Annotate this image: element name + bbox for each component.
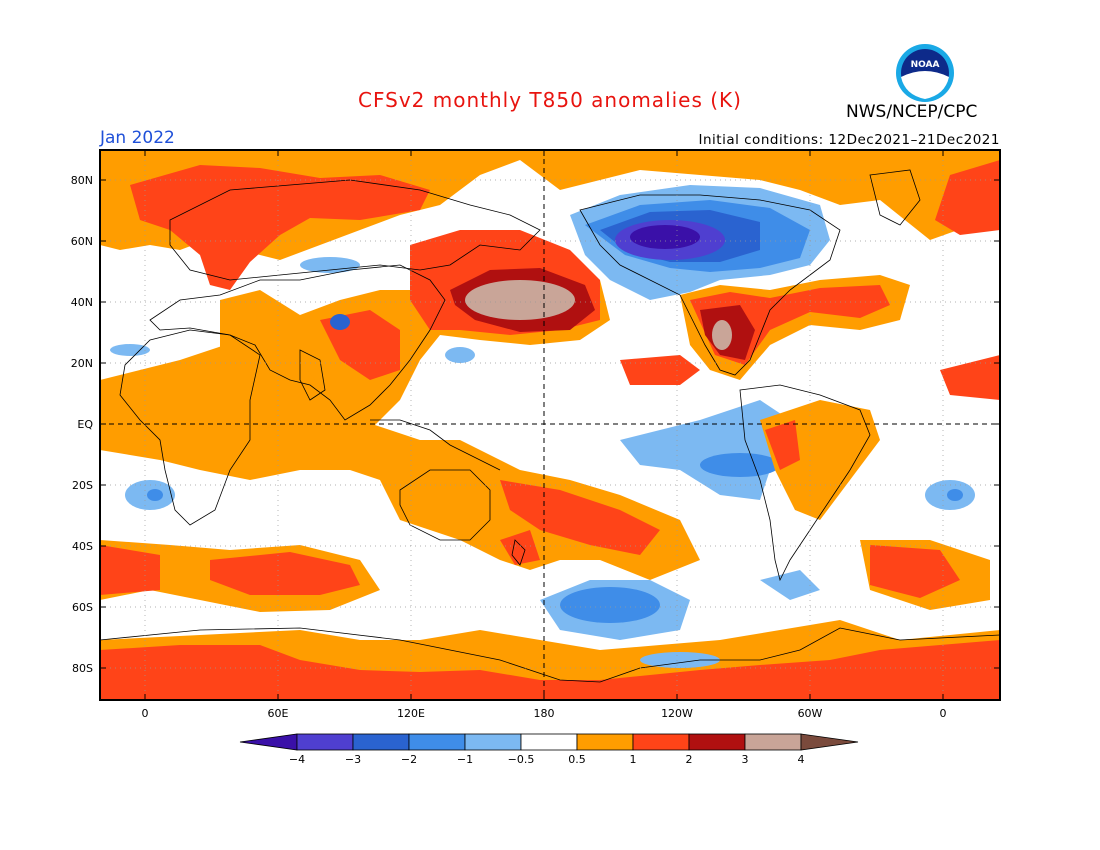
y-tick-label: 80N xyxy=(71,174,93,187)
x-tick-label: 120W xyxy=(661,707,693,720)
colorbar-label: 4 xyxy=(798,753,805,766)
map-title: CFSv2 monthly T850 anomalies (K) xyxy=(358,88,742,112)
coastlines xyxy=(100,169,1000,683)
y-tick-label: 40N xyxy=(71,296,93,309)
x-tick-label: 180 xyxy=(534,707,555,720)
noaa-logo-icon: NOAA xyxy=(896,44,954,102)
colorbar-segment xyxy=(576,733,634,751)
colorbar-segment xyxy=(464,733,522,751)
colorbar-label: 0.5 xyxy=(568,753,586,766)
map-frame xyxy=(99,149,1001,701)
colorbar-label: 3 xyxy=(742,753,749,766)
colorbar-label: 2 xyxy=(686,753,693,766)
organization-label: NWS/NCEP/CPC xyxy=(846,102,978,122)
x-tick-label: 0 xyxy=(940,707,947,720)
y-tick-label: 40S xyxy=(72,540,93,553)
colorbar-segment xyxy=(408,733,466,751)
anomaly-field xyxy=(100,150,1000,700)
colorbar-label: −2 xyxy=(401,753,417,766)
colorbar-segment xyxy=(800,733,859,751)
x-tick-label: 60E xyxy=(268,707,289,720)
colorbar-segment xyxy=(239,733,298,751)
colorbar-legend: −4 −3 −2 −1 −0.5 0.5 1 2 3 4 xyxy=(239,733,859,766)
y-tick-label: 80S xyxy=(72,662,93,675)
colorbar-label: −3 xyxy=(345,753,361,766)
colorbar-segment xyxy=(520,733,578,751)
colorbar-label: −4 xyxy=(289,753,305,766)
colorbar-segment xyxy=(632,733,690,751)
x-tick-label: 120E xyxy=(397,707,425,720)
x-tick-label: 60W xyxy=(798,707,823,720)
y-tick-label: 20S xyxy=(72,479,93,492)
colorbar-segment xyxy=(352,733,410,751)
y-tick-label: 60N xyxy=(71,235,93,248)
y-tick-label: EQ xyxy=(77,418,93,431)
x-axis: 0 60E 120E 180 120W 60W 0 xyxy=(142,150,947,720)
colorbar-label: −0.5 xyxy=(508,753,535,766)
logo-text: NOAA xyxy=(911,60,940,70)
initial-conditions: Initial conditions: 12Dec2021–21Dec2021 xyxy=(698,132,1000,148)
colorbar-segment xyxy=(688,733,746,751)
gridlines xyxy=(100,150,1000,700)
y-axis: 80N 60N 40N 20N EQ 20S 40S 60S 80S xyxy=(71,174,1000,675)
colorbar-segment xyxy=(744,733,802,751)
x-tick-label: 0 xyxy=(142,707,149,720)
colorbar-label: −1 xyxy=(457,753,473,766)
forecast-month: Jan 2022 xyxy=(100,128,175,148)
colorbar-label: 1 xyxy=(630,753,637,766)
y-tick-label: 60S xyxy=(72,601,93,614)
colorbar-segment xyxy=(296,733,354,751)
y-tick-label: 20N xyxy=(71,357,93,370)
